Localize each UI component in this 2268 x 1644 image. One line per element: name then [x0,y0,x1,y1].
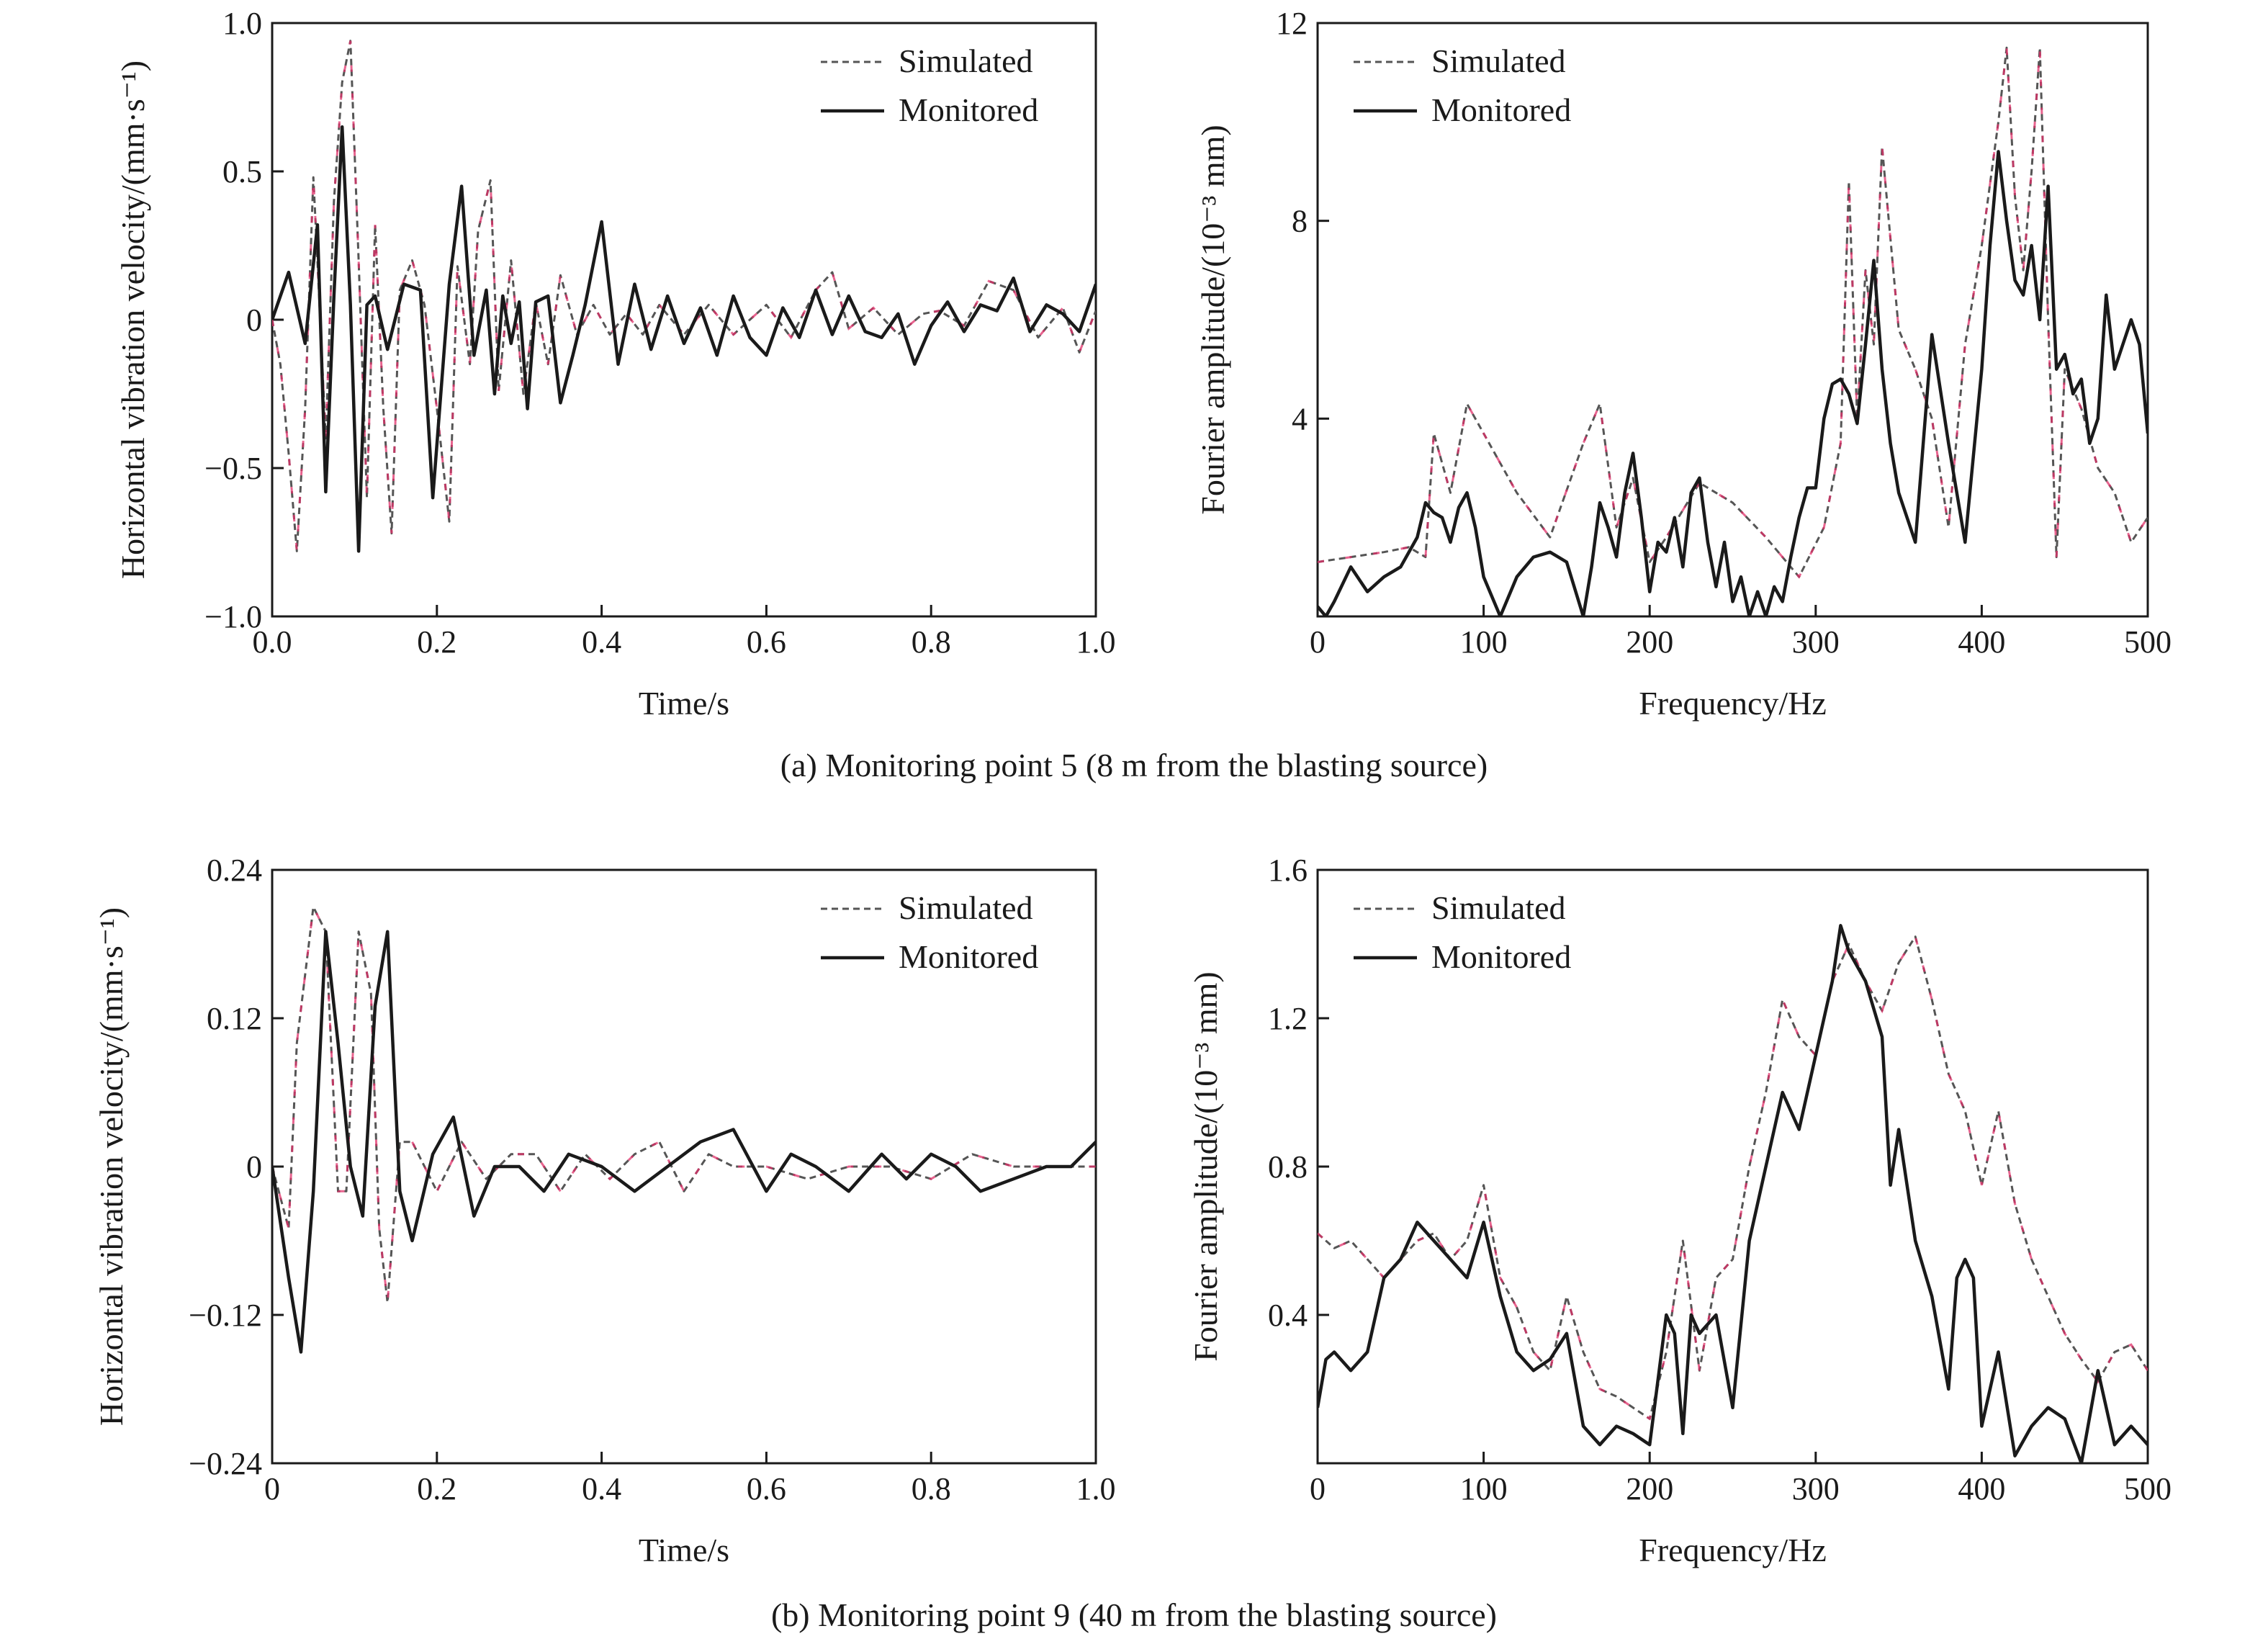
x-tick-label: 1.0 [1076,624,1116,660]
series-highlight-simulated [1318,934,2148,1421]
x-tick-label: 0.4 [582,1471,621,1506]
y-axis-title: Horizontal vibration velocity/(mm·s⁻¹) [114,60,151,579]
y-tick-label: 12 [1276,6,1308,41]
x-tick-label: 200 [1626,1471,1673,1506]
x-tick-label: 500 [2124,624,2172,660]
y-axis-title: Fourier amplitude/(10⁻³ mm) [1187,971,1224,1361]
x-tick-label: 0 [1310,1471,1326,1506]
series-line-simulated [1318,46,2148,578]
series-line-simulated [272,40,1096,552]
y-tick-label: 0.8 [1268,1149,1308,1185]
y-tick-label: 1.0 [222,6,262,41]
y-axis-title: Fourier amplitude/(10⁻³ mm) [1194,125,1231,514]
x-tick-label: 500 [2124,1471,2172,1506]
y-tick-label: 4 [1292,401,1308,436]
x-tick-label: 200 [1626,624,1673,660]
y-tick-label: −0.12 [189,1298,262,1333]
series-group [272,40,1096,553]
legend-label-monitored: Monitored [1431,938,1571,975]
y-tick-label: −0.5 [204,451,262,486]
y-tick-label: 8 [1292,204,1308,239]
caption-b: (b) Monitoring point 9 (40 m from the bl… [771,1596,1497,1633]
y-tick-label: −0.24 [189,1446,262,1481]
legend-label-simulated: Simulated [899,889,1033,926]
legend-label-monitored: Monitored [899,938,1038,975]
x-tick-label: 0.0 [253,624,292,660]
legend: Simulated Monitored [821,889,1038,975]
x-tick-label: 0.8 [912,624,951,660]
x-tick-label: 0.2 [417,624,456,660]
x-tick-label: 100 [1460,624,1508,660]
x-tick-label: 100 [1460,1471,1508,1506]
x-tick-label: 0.4 [582,624,621,660]
y-tick-label: 1.6 [1268,853,1308,888]
y-tick-label: 0 [246,302,262,338]
x-axis-title: Time/s [639,1532,729,1568]
y-tick-label: 0.4 [1268,1298,1308,1333]
series-highlight-simulated [272,40,1096,552]
series-group [1318,46,2148,616]
legend-label-simulated: Simulated [899,42,1033,79]
y-tick-label: 0 [246,1149,262,1185]
series-line-monitored [1318,924,2148,1463]
series-line-simulated [272,906,1096,1304]
x-axis-title: Time/s [639,685,729,722]
legend-label-monitored: Monitored [899,91,1038,128]
y-tick-label: 0.24 [207,853,262,888]
y-tick-label: 0.12 [207,1001,262,1036]
y-axis-title: Horizontal vibration velocity/(mm·s⁻¹) [93,907,130,1426]
x-tick-label: 0 [264,1471,280,1506]
legend-label-simulated: Simulated [1431,889,1566,926]
x-tick-label: 0.8 [912,1471,951,1506]
y-tick-label: 0.5 [222,154,262,189]
x-tick-label: 0.6 [747,1471,786,1506]
y-tick-label: −1.0 [204,599,262,634]
legend-label-monitored: Monitored [1431,91,1571,128]
x-tick-label: 300 [1792,624,1840,660]
series-line-monitored [272,930,1096,1354]
series-highlight-simulated [272,903,1096,1303]
series-line-monitored [1318,150,2148,616]
panel-a-frequency: 0 100 200 300 400 500 4 8 12 Frequency/Hz Fourier … [1194,6,2172,722]
plot-frame [1316,22,2149,618]
series-line-monitored [272,125,1096,553]
panel-b-frequency: 0 100 200 300 400 500 0.4 0.8 1.2 1.6 Frequency/Hz… [1187,853,2172,1568]
x-tick-label: 400 [1958,1471,2005,1506]
panel-b-time: 0 0.2 0.4 0.6 0.8 1.0 −0.24 −0.12 0 0.12 0.24 Time/… [93,853,1116,1568]
x-tick-label: 1.0 [1076,1471,1116,1506]
legend: Simulated Monitored [1354,42,1571,128]
caption-a: (a) Monitoring point 5 (8 m from the bla… [780,747,1488,783]
panel-a-time: 0.0 0.2 0.4 0.6 0.8 1.0 −1.0 −0.5 0 0.5 1.0 Time/s H… [114,6,1116,722]
x-tick-label: 400 [1958,624,2005,660]
x-axis-title: Frequency/Hz [1639,685,1827,722]
x-tick-label: 0.2 [417,1471,456,1506]
legend-label-simulated: Simulated [1431,42,1566,79]
series-group [272,903,1096,1354]
y-tick-label: 1.2 [1268,1001,1308,1036]
legend: Simulated Monitored [821,42,1038,128]
x-tick-label: 0 [1310,624,1326,660]
series-group [1318,924,2148,1463]
legend: Simulated Monitored [1354,889,1571,975]
x-tick-label: 0.6 [747,624,786,660]
series-line-simulated [1318,935,2148,1420]
x-tick-label: 300 [1792,1471,1840,1506]
x-axis-title: Frequency/Hz [1639,1532,1827,1568]
